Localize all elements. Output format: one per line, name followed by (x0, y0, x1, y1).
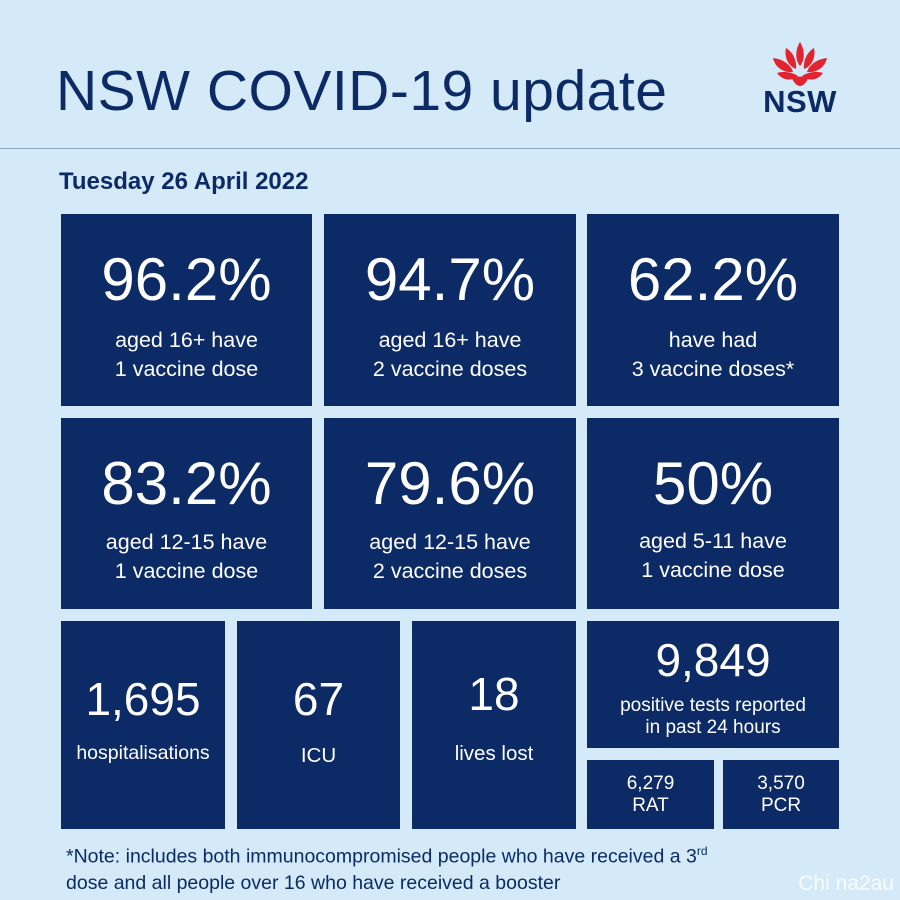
page-title: NSW COVID-19 update (56, 59, 668, 123)
pcr-label: 3,570 PCR (757, 773, 805, 816)
pcr-tile: 3,570 PCR (723, 760, 839, 829)
lives-lost-label: lives lost (454, 742, 534, 765)
footnote: *Note: includes both immunocompromised p… (66, 844, 708, 894)
stat-label: have had 3 vaccine doses* (631, 328, 795, 381)
lives-lost-tile: 18 lives lost (412, 621, 576, 829)
icu-tile: 67 ICU (237, 621, 400, 829)
stat-label: aged 16+ have 1 vaccine dose (114, 328, 259, 381)
positive-tests-value: 9,849 (655, 634, 771, 686)
nsw-logo: NSW (752, 40, 848, 122)
header: NSW COVID-19 update NSW (0, 0, 900, 149)
stat-tile-16plus-dose2: 94.7% aged 16+ have 2 vaccine doses (324, 214, 576, 406)
stat-value: 94.7% (364, 246, 536, 313)
stat-value: 62.2% (627, 246, 799, 313)
icu-label: ICU (300, 744, 337, 767)
icu-value: 67 (292, 673, 345, 725)
lives-lost-value: 18 (468, 668, 520, 720)
logo-text: NSW (763, 84, 837, 119)
stat-tile-5-11-dose1: 50% aged 5-11 have 1 vaccine dose (587, 418, 839, 609)
hospitalisations-tile: 1,695 hospitalisations (61, 621, 225, 829)
stat-label: aged 12-15 have 1 vaccine dose (105, 530, 268, 583)
stat-tile-12-15-dose1: 83.2% aged 12-15 have 1 vaccine dose (61, 418, 312, 609)
stat-label: aged 5-11 have 1 vaccine dose (639, 529, 787, 582)
hospitalisations-label: hospitalisations (76, 742, 210, 764)
rat-label: 6,279 RAT (626, 773, 675, 816)
stat-value: 79.6% (364, 450, 536, 517)
stat-tile-dose3: 62.2% have had 3 vaccine doses* (587, 214, 839, 406)
rat-tile: 6,279 RAT (587, 760, 714, 829)
stat-label: aged 12-15 have 2 vaccine doses (369, 530, 531, 583)
hospitalisations-value: 1,695 (85, 673, 201, 725)
waratah-icon (773, 42, 827, 86)
report-date: Tuesday 26 April 2022 (59, 168, 309, 195)
positive-tests-tile: 9,849 positive tests reported in past 24 … (587, 621, 839, 748)
positive-tests-label: positive tests reported in past 24 hours (620, 695, 806, 738)
stat-tile-16plus-dose1: 96.2% aged 16+ have 1 vaccine dose (61, 214, 312, 406)
stat-value: 83.2% (101, 450, 272, 517)
watermark: Chi na2au (798, 872, 894, 895)
stat-label: aged 16+ have 2 vaccine doses (372, 328, 528, 381)
stat-value: 96.2% (101, 246, 272, 313)
stat-value: 50% (652, 450, 774, 517)
stat-tile-12-15-dose2: 79.6% aged 12-15 have 2 vaccine doses (324, 418, 576, 609)
